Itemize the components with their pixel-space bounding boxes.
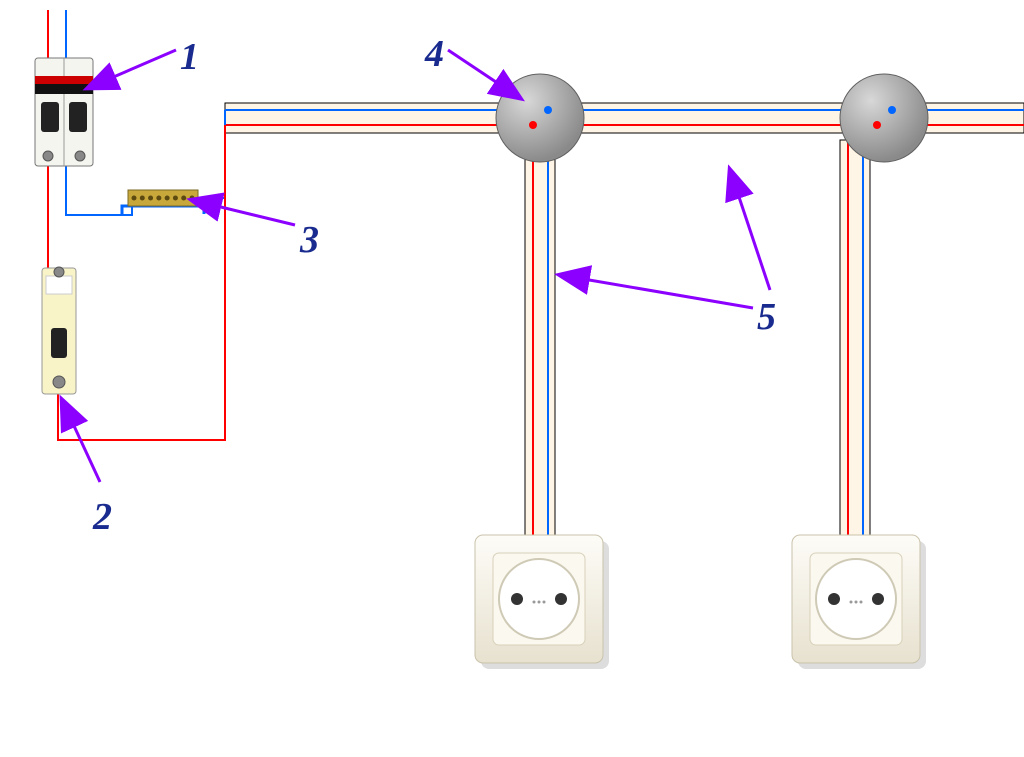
double-pole-breaker bbox=[35, 58, 93, 166]
callout-label-3: 3 bbox=[300, 218, 319, 262]
conduits bbox=[225, 103, 1024, 540]
neutral-terminal-bar bbox=[122, 190, 204, 214]
power-socket-1 bbox=[475, 535, 609, 669]
callout-label-1: 1 bbox=[180, 35, 199, 79]
single-pole-breaker bbox=[42, 267, 76, 394]
callout-label-5: 5 bbox=[757, 295, 776, 339]
wiring-diagram bbox=[0, 0, 1024, 757]
power-socket-2 bbox=[792, 535, 926, 669]
callout-label-4: 4 bbox=[425, 32, 444, 76]
callout-label-2: 2 bbox=[93, 495, 112, 539]
